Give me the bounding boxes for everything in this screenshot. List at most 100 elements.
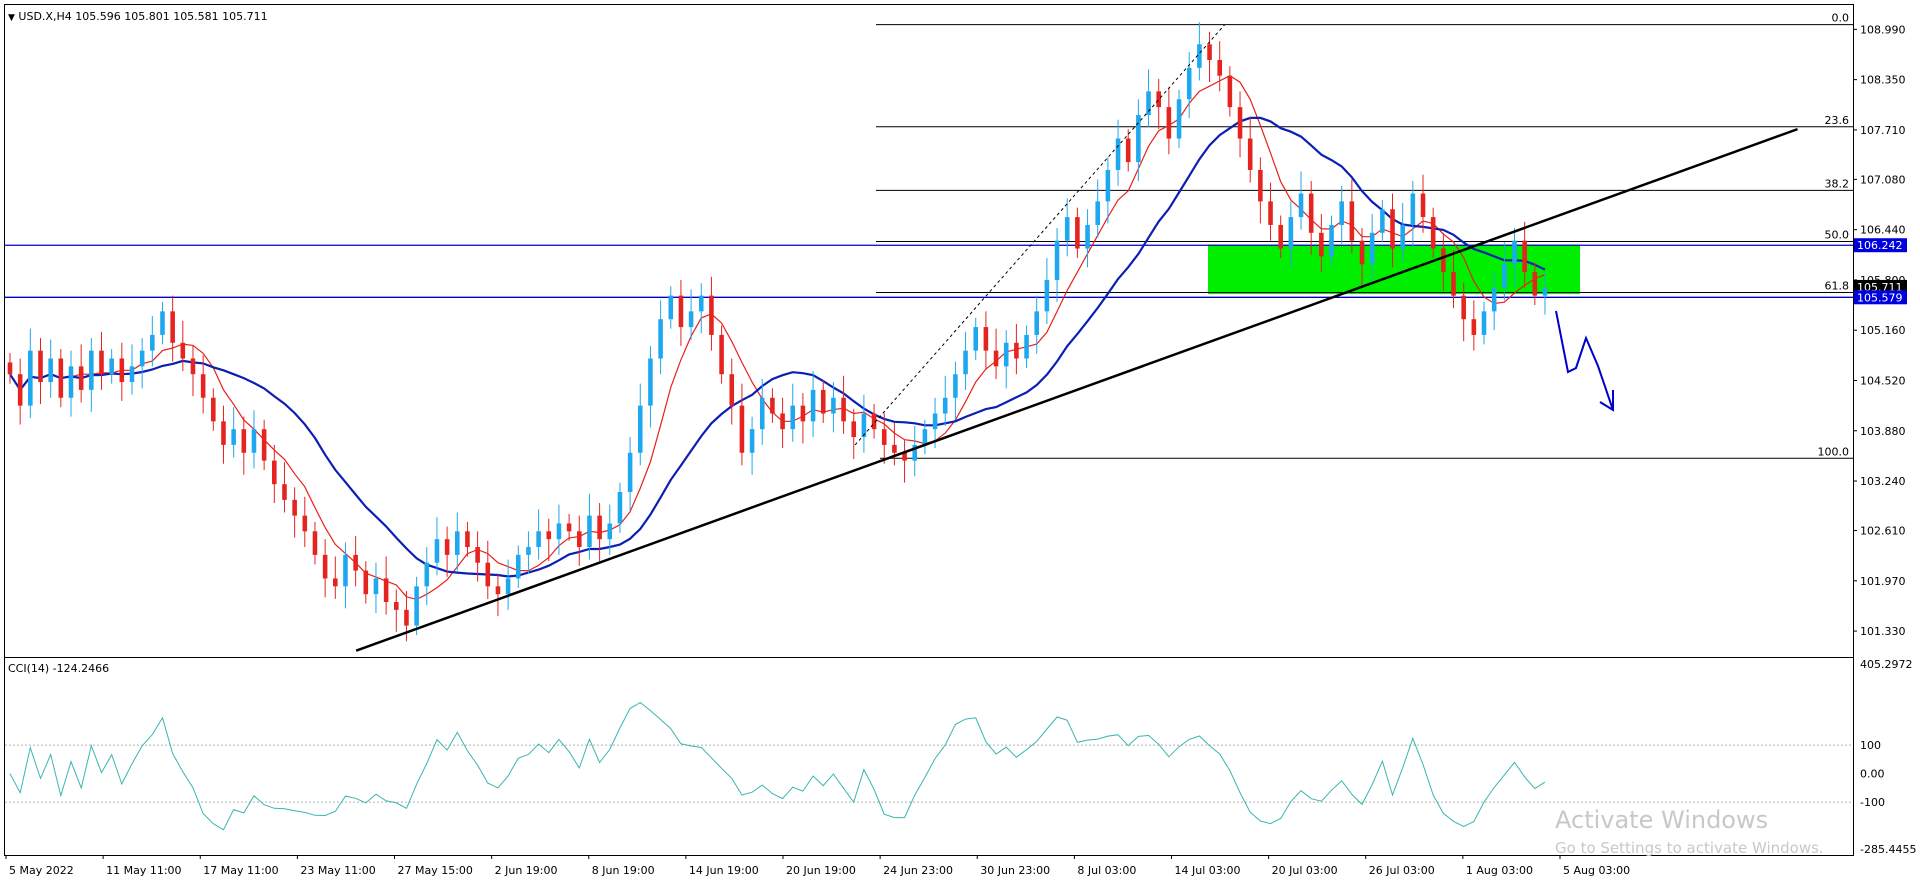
candle-body — [1512, 240, 1517, 265]
candle-body — [1054, 240, 1060, 280]
candle-body — [1430, 217, 1436, 249]
candle-body — [221, 421, 226, 445]
price-tick-label: 102.610 — [1860, 525, 1906, 538]
candle-body — [1481, 311, 1487, 335]
candle-body — [749, 429, 755, 453]
collapse-triangle-icon[interactable]: ▼ — [8, 13, 15, 23]
candle-body — [576, 531, 582, 548]
candle-body — [1186, 67, 1192, 100]
candle-body — [1441, 248, 1446, 273]
candle-body — [1247, 138, 1253, 170]
candle-body — [790, 405, 796, 430]
candle-body — [150, 334, 155, 351]
candle-body — [312, 531, 318, 555]
candle-body — [160, 311, 165, 335]
time-tick-label: 30 Jun 23:00 — [980, 864, 1050, 877]
candle-body — [515, 554, 521, 579]
candle-body — [1044, 279, 1050, 312]
candle-body — [617, 492, 623, 524]
price-tag-label: 105.579 — [1857, 291, 1903, 304]
candle-body — [1380, 209, 1385, 233]
candle-body — [505, 578, 511, 595]
candle-body — [841, 397, 846, 422]
candle-body — [414, 586, 419, 626]
candle-body — [302, 515, 308, 532]
time-tick-label: 24 Jun 23:00 — [883, 864, 953, 877]
candle-body — [261, 429, 267, 461]
candle-body — [536, 531, 541, 548]
candle-body — [454, 531, 460, 555]
forecast-arrow-path — [1555, 310, 1614, 411]
price-tick-label: 103.880 — [1860, 425, 1906, 438]
time-tick-label: 8 Jun 19:00 — [592, 864, 655, 877]
candle-body — [282, 484, 287, 500]
candle-body — [1319, 232, 1324, 257]
support-zone-rect — [1208, 244, 1580, 295]
cci-scale-label: 0.00 — [1860, 768, 1885, 781]
candle-body — [1115, 138, 1121, 170]
candle-body — [1105, 169, 1111, 202]
candle-body — [983, 327, 989, 351]
candle-body — [343, 554, 348, 587]
candle-body — [759, 397, 765, 430]
candle-body — [1359, 240, 1365, 265]
candle-body — [231, 429, 236, 445]
price-tick-label: 101.330 — [1860, 625, 1906, 638]
candle-body — [28, 350, 33, 406]
candle-body — [698, 295, 704, 312]
candle-body — [170, 311, 175, 343]
candle-body — [1461, 295, 1466, 320]
cci-scale-label: 100 — [1860, 739, 1881, 752]
candle-body — [272, 460, 277, 485]
candle-body — [1532, 272, 1538, 296]
candle-body — [892, 444, 897, 453]
candle-body — [719, 334, 724, 375]
candle-body — [709, 295, 714, 335]
candle-body — [1075, 217, 1080, 249]
candle-body — [1003, 342, 1009, 367]
time-tick-label: 14 Jun 19:00 — [689, 864, 759, 877]
ascending-trendline — [355, 127, 1798, 652]
cci-line — [9, 701, 1546, 831]
candle-body — [1349, 201, 1355, 241]
candle-body — [1095, 201, 1101, 225]
candle-body — [180, 342, 186, 359]
candle-body — [1339, 201, 1344, 225]
candle-body — [587, 515, 592, 548]
candle-body — [444, 539, 450, 555]
candle-body — [200, 374, 206, 398]
price-tick-label: 103.240 — [1860, 475, 1906, 488]
candle-body — [48, 358, 53, 383]
candle-body — [1288, 217, 1294, 249]
candle-body — [1278, 224, 1283, 249]
candle-body — [963, 350, 968, 375]
candle-body — [597, 515, 602, 540]
symbol-header: ▼ USD.X,H4 105.596 105.801 105.581 105.7… — [8, 10, 268, 23]
candle-body — [119, 358, 125, 383]
candle-body — [1542, 287, 1548, 296]
price-tag-bg — [1853, 238, 1907, 253]
time-tick-label: 5 May 2022 — [9, 864, 74, 877]
candle-body — [871, 413, 877, 430]
cci-header: CCI(14) -124.2466 — [8, 662, 110, 675]
candle-body — [1156, 91, 1161, 108]
candle-body — [1085, 224, 1090, 249]
price-tick-label: 108.350 — [1860, 74, 1906, 87]
fib-level-label: 100.0 — [1818, 445, 1850, 458]
candle-body — [932, 413, 938, 430]
candle-body — [780, 413, 785, 430]
candle-body — [739, 405, 745, 453]
price-tick-label: 108.990 — [1860, 23, 1906, 36]
candle-body — [922, 429, 928, 445]
candle-body — [485, 562, 491, 587]
candle-body — [800, 405, 806, 422]
candle-body — [58, 358, 64, 398]
candle-body — [770, 397, 775, 414]
candle-body — [333, 578, 338, 587]
fib-level-label: 23.6 — [1825, 114, 1850, 127]
candle-body — [912, 444, 918, 461]
candle-body — [353, 554, 358, 571]
candle-body — [607, 523, 613, 540]
candle-body — [688, 311, 694, 328]
